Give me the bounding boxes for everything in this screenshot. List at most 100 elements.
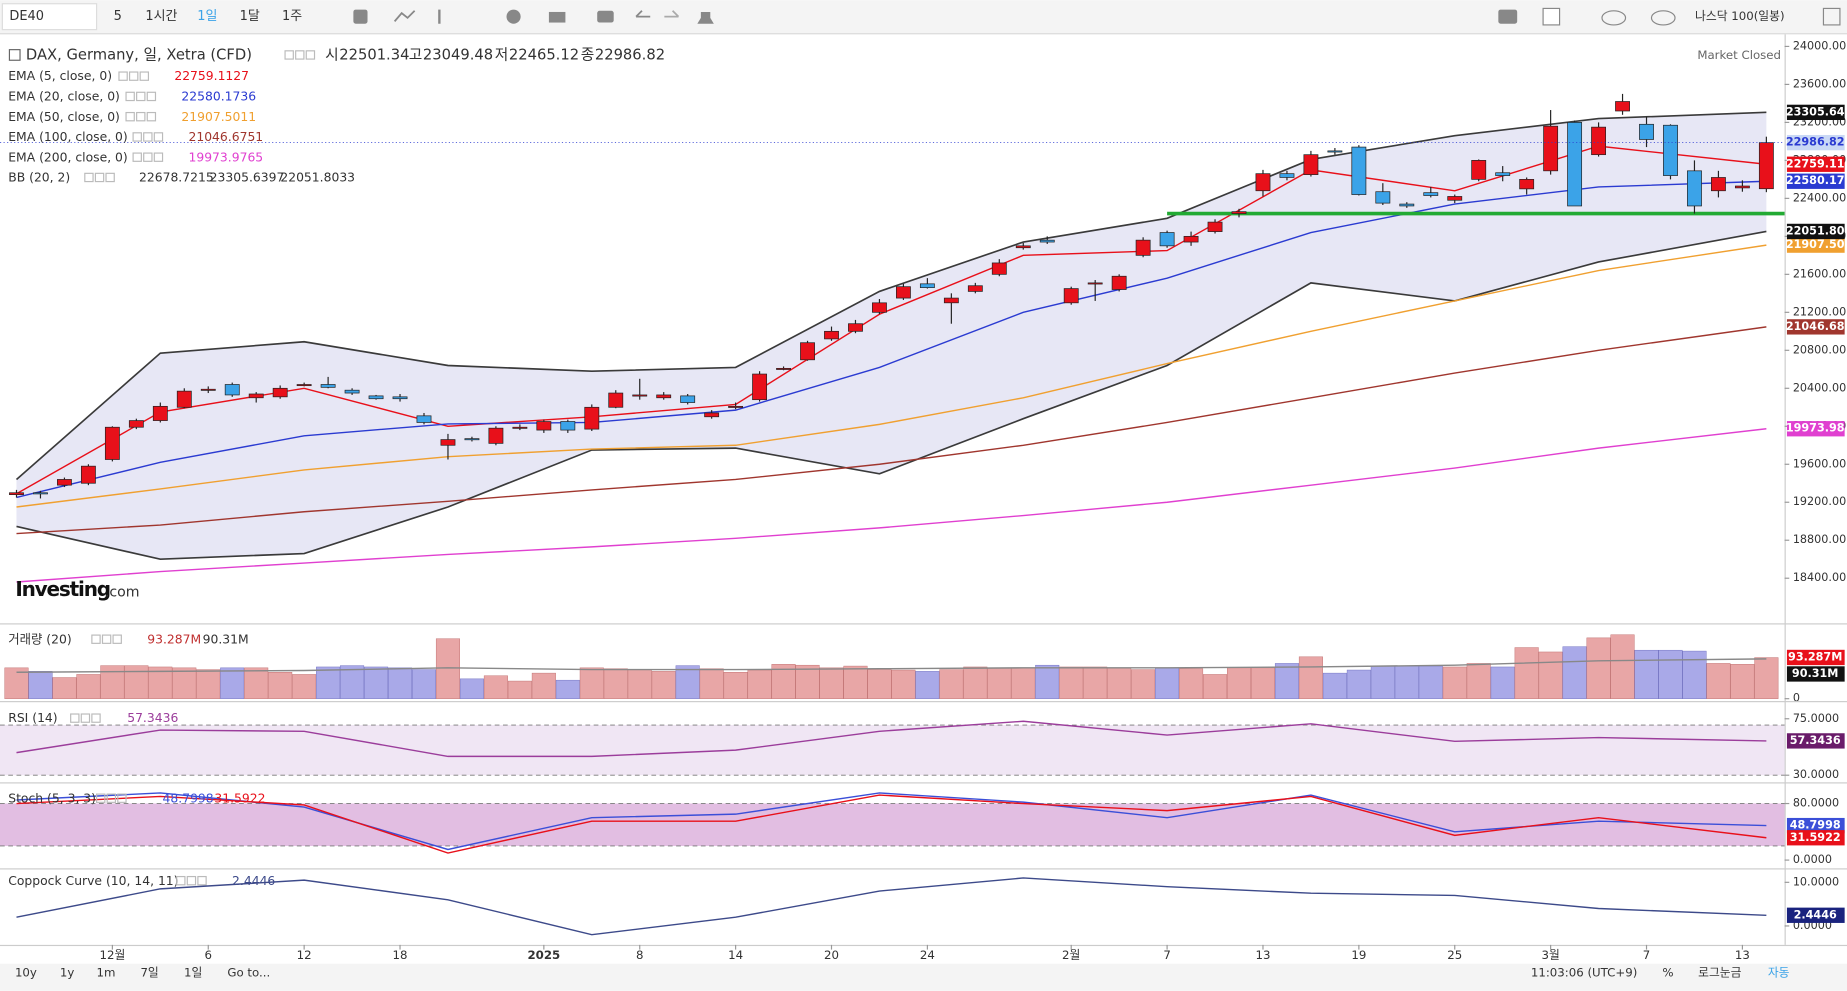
auto-scale[interactable]: 자동	[1768, 966, 1790, 980]
cloud-icon[interactable]	[1601, 10, 1627, 26]
candle-body	[632, 394, 648, 397]
range[interactable]: 1m	[97, 966, 116, 980]
volume-bar	[507, 680, 532, 699]
candle-body	[800, 342, 815, 361]
candle-body	[584, 406, 600, 430]
volume-bar	[1730, 664, 1755, 699]
panel-divider	[0, 701, 1847, 703]
candle-body	[1471, 160, 1487, 180]
interval[interactable]: 1달	[240, 9, 260, 24]
legend-icon	[146, 91, 157, 102]
legend-icon	[117, 793, 127, 803]
redo-icon[interactable]	[664, 10, 680, 18]
candle-body	[176, 390, 192, 408]
candle-body	[1063, 288, 1079, 304]
volume-bar	[1490, 666, 1515, 699]
cloud-upload-icon[interactable]	[1650, 10, 1676, 26]
volume-bar	[651, 671, 676, 699]
camera-icon[interactable]	[1498, 9, 1518, 24]
volume-bar	[987, 667, 1012, 699]
volume-bar	[411, 669, 437, 699]
compare-icon[interactable]	[597, 10, 614, 23]
volume-bar	[1226, 667, 1252, 699]
interval[interactable]: 1주	[282, 9, 302, 24]
range[interactable]: 1일	[184, 966, 202, 980]
layout-icon[interactable]	[1542, 7, 1561, 26]
indicator-icon[interactable]	[438, 9, 441, 24]
legend-icon	[94, 172, 105, 183]
volume-bar	[148, 666, 173, 699]
candle-body	[704, 412, 720, 418]
volume-bar	[1250, 667, 1275, 699]
legend-icon	[128, 71, 139, 81]
band-fill	[16, 112, 1767, 560]
candle-body	[1615, 101, 1630, 112]
axis-tag-bg	[1786, 817, 1845, 834]
volume-bar	[1538, 651, 1563, 699]
volume-bar	[220, 667, 245, 699]
volume-bar	[819, 667, 844, 699]
legend-icon	[101, 634, 112, 644]
compare-symbol[interactable]: 나스닥 100(일봉)	[1695, 9, 1784, 23]
volume-bar	[1298, 656, 1323, 699]
legend-icon	[146, 111, 157, 122]
ohlc-label: 고	[409, 47, 423, 64]
range[interactable]: 7일	[140, 966, 158, 980]
alert-icon[interactable]	[697, 11, 714, 24]
line-icon[interactable]	[393, 10, 416, 22]
candle-body	[344, 389, 360, 394]
axis-border	[1784, 34, 1786, 945]
symbol[interactable]: DE40	[9, 9, 44, 24]
axis-tag-bg	[1786, 421, 1845, 437]
ohlc-value: 23049.48	[423, 47, 493, 64]
volume-bar	[555, 679, 580, 699]
legend-icon	[112, 634, 122, 644]
fullscreen-icon[interactable]	[1822, 7, 1841, 26]
candle-body	[776, 367, 791, 370]
candle-body	[320, 384, 336, 388]
volume-bar	[1131, 669, 1156, 699]
legend-icon	[118, 71, 128, 81]
log-scale[interactable]: 로그눈금	[1698, 966, 1741, 980]
candle-icon[interactable]	[353, 9, 368, 24]
volume-bar	[1035, 664, 1060, 699]
candle-body	[991, 262, 1007, 275]
panel-divider	[0, 782, 1847, 784]
market-status: Market Closed	[1697, 48, 1781, 62]
symbol-box[interactable]	[1, 3, 98, 31]
interval[interactable]: 5	[114, 9, 122, 24]
legend-value: 22678.7215	[139, 171, 214, 185]
candle-body	[224, 384, 240, 396]
candle-body	[1327, 150, 1343, 153]
undo-icon[interactable]	[635, 10, 651, 18]
volume-bar	[1418, 665, 1443, 699]
candle-body	[1039, 239, 1055, 243]
ema-line	[16, 428, 1767, 583]
ohlc-label: 종	[581, 47, 595, 64]
axis-tag-bg	[1786, 223, 1845, 240]
legend-icon	[143, 132, 153, 142]
interval[interactable]: 1시간	[145, 9, 177, 24]
percent[interactable]: %	[1662, 966, 1673, 980]
range[interactable]: 1y	[60, 966, 74, 980]
studies-icon[interactable]	[548, 11, 566, 23]
rsi-line	[16, 720, 1767, 758]
candle-body	[1111, 275, 1127, 290]
ema-line	[16, 180, 1767, 499]
ohlc-value: 22501.34	[339, 47, 409, 64]
range[interactable]: 10y	[15, 966, 37, 980]
volume-bar	[244, 667, 269, 699]
y-tick-label: 0.0000	[1793, 853, 1832, 866]
legend-name: EMA (5, close, 0)	[8, 69, 112, 83]
candle-body	[272, 387, 288, 398]
axis-tag: 22759.11	[1786, 157, 1845, 170]
candle-body	[1375, 191, 1391, 204]
legend-icon	[125, 91, 135, 102]
y-tick-label: 18800.00	[1793, 533, 1846, 546]
settings-icon[interactable]	[506, 9, 521, 24]
legend-icon	[139, 71, 150, 81]
interval-active[interactable]: 1일	[197, 9, 217, 24]
panel-divider	[0, 623, 1847, 625]
level-band	[0, 803, 1785, 846]
go-to[interactable]: Go to...	[227, 966, 270, 980]
